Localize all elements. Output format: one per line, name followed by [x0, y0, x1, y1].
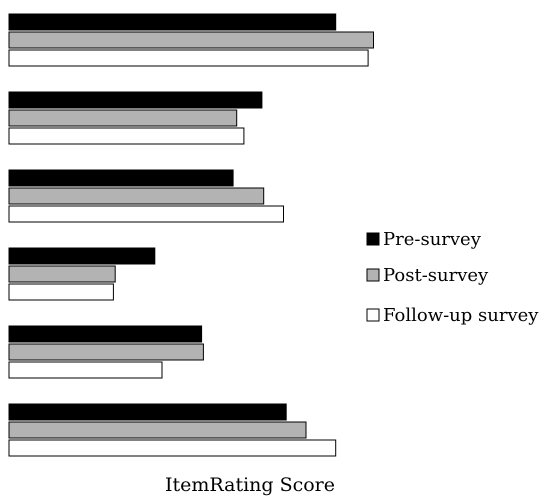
bar-6-follow-up-survey	[8, 439, 337, 457]
legend-label-pre-survey: Pre-survey	[383, 229, 482, 250]
bar-5-post-survey	[8, 343, 204, 361]
legend-label-post-survey: Post-survey	[383, 265, 489, 286]
bar-6-post-survey	[8, 421, 307, 439]
legend: Pre-survey Post-survey Follow-up survey	[366, 229, 539, 326]
bar-2-post-survey	[8, 109, 238, 127]
bar-1-post-survey	[8, 31, 374, 49]
bar-2-pre-survey	[8, 91, 263, 109]
bar-3-follow-up-survey	[8, 205, 284, 223]
bar-1-follow-up-survey	[8, 49, 369, 67]
bar-3-pre-survey	[8, 169, 234, 187]
bars-group	[8, 13, 374, 457]
bar-4-pre-survey	[8, 247, 156, 265]
bar-1-pre-survey	[8, 13, 337, 31]
bar-5-pre-survey	[8, 325, 203, 343]
bar-4-follow-up-survey	[8, 283, 114, 301]
bar-5-follow-up-survey	[8, 361, 163, 379]
bar-2-follow-up-survey	[8, 127, 245, 145]
legend-swatch-pre-survey	[366, 232, 380, 246]
legend-label-follow-up-survey: Follow-up survey	[383, 305, 539, 326]
bar-4-post-survey	[8, 265, 116, 283]
bar-3-post-survey	[8, 187, 265, 205]
bar-6-pre-survey	[8, 403, 287, 421]
legend-swatch-post-survey	[366, 268, 380, 282]
x-axis-label: ItemRating Score	[165, 474, 335, 496]
legend-swatch-follow-up-survey	[366, 308, 380, 322]
